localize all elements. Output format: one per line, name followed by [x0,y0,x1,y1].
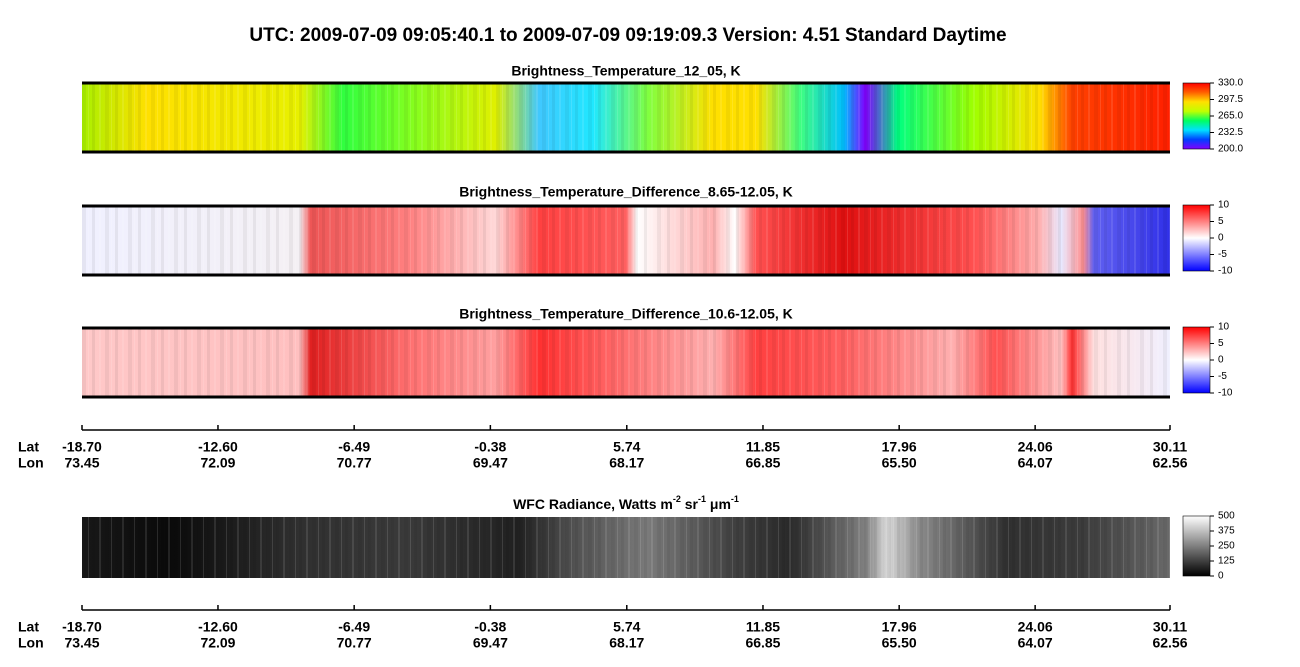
panel-title: WFC Radiance, Watts m-2 sr-1 μm-1 [513,494,739,511]
colorbar-tick-label: 500 [1218,511,1235,522]
strip-texture [82,207,1170,274]
lon-tick-label: 70.77 [337,635,372,651]
panel-title: Brightness_Temperature_12_05, K [511,63,740,79]
lon-tick-label: 72.09 [200,635,235,651]
colorbar-tick-label: 10 [1218,322,1230,333]
colorbar-tick-label: 330.0 [1218,78,1243,89]
colorbar-tick-label: -10 [1218,266,1233,277]
strip-texture [82,517,1170,578]
colorbar [1182,204,1211,272]
title-part: sr [681,496,699,512]
lat-tick-label: 11.85 [746,439,780,455]
colorbar [1182,82,1211,150]
lon-tick-label: 62.56 [1152,635,1187,651]
colorbar-tick-label: -5 [1218,249,1227,260]
lat-tick-label: -18.70 [62,439,102,455]
colorbar-tick-label: 5 [1218,338,1224,349]
colorbar-tick-label: 10 [1218,200,1230,211]
colorbar-tick-label: 5 [1218,216,1224,227]
title-superscript: -1 [698,494,706,504]
colorbar [1182,515,1211,577]
lat-tick-label: 17.96 [882,439,917,455]
lat-tick-label: -12.60 [198,619,238,635]
strip-texture [82,329,1170,396]
lon-tick-label: 70.77 [337,455,372,471]
colorbar-tick-label: 0 [1218,233,1224,244]
colorbar-tick-label: -10 [1218,388,1233,399]
colorbar-tick-label: 125 [1218,556,1235,567]
lon-tick-label: 69.47 [473,455,508,471]
colorbar-tick-label: 297.5 [1218,94,1243,105]
lat-tick-label: -0.38 [474,619,506,635]
panel-title: Brightness_Temperature_Difference_10.6-1… [459,306,793,322]
lon-label: Lon [18,455,44,471]
lon-tick-label: 65.50 [882,635,917,651]
colorbar-tick-label: 375 [1218,526,1235,537]
lat-tick-label: -0.38 [474,439,506,455]
lat-tick-label: 5.74 [613,619,640,635]
lon-tick-label: 68.17 [609,635,644,651]
colorbar-tick-label: 250 [1218,541,1235,552]
lat-tick-label: 11.85 [746,619,780,635]
lon-label: Lon [18,635,44,651]
lat-tick-label: -6.49 [338,619,370,635]
lon-tick-label: 64.07 [1018,635,1053,651]
lon-tick-label: 73.45 [64,455,99,471]
panel-title: Brightness_Temperature_Difference_8.65-1… [459,184,793,200]
lon-tick-label: 66.85 [745,455,780,471]
lat-tick-label: -6.49 [338,439,370,455]
lon-tick-label: 65.50 [882,455,917,471]
lat-tick-label: 24.06 [1018,619,1053,635]
title-superscript: -2 [673,494,681,504]
lon-tick-label: 62.56 [1152,455,1187,471]
lon-tick-label: 69.47 [473,635,508,651]
main-title: UTC: 2009-07-09 09:05:40.1 to 2009-07-09… [249,25,1006,46]
lat-tick-label: 17.96 [882,619,917,635]
title-part: μm [706,496,731,512]
lat-tick-label: -12.60 [198,439,238,455]
colorbar-tick-label: 0 [1218,571,1224,582]
colorbar-tick-label: 265.0 [1218,111,1243,122]
lon-tick-label: 66.85 [745,635,780,651]
lon-tick-label: 64.07 [1018,455,1053,471]
lat-tick-label: -18.70 [62,619,102,635]
lon-tick-label: 68.17 [609,455,644,471]
lat-label: Lat [18,619,39,635]
lat-tick-label: 30.11 [1153,619,1187,635]
title-part: WFC Radiance, Watts m [513,496,673,512]
strips [82,81,1170,578]
lat-label: Lat [18,439,39,455]
colorbar-tick-label: -5 [1218,371,1227,382]
colorbar-tick-label: 200.0 [1218,144,1243,155]
lat-tick-label: 30.11 [1153,439,1187,455]
colorbar-tick-label: 232.5 [1218,127,1243,138]
strip-borders [82,81,1170,399]
lon-tick-label: 73.45 [64,635,99,651]
lat-tick-label: 5.74 [613,439,640,455]
colorbar [1182,326,1211,394]
lon-tick-label: 72.09 [200,455,235,471]
title-superscript: -1 [731,494,739,504]
lat-tick-label: 24.06 [1018,439,1053,455]
strip-texture [82,84,1170,151]
colorbar-tick-label: 0 [1218,355,1224,366]
